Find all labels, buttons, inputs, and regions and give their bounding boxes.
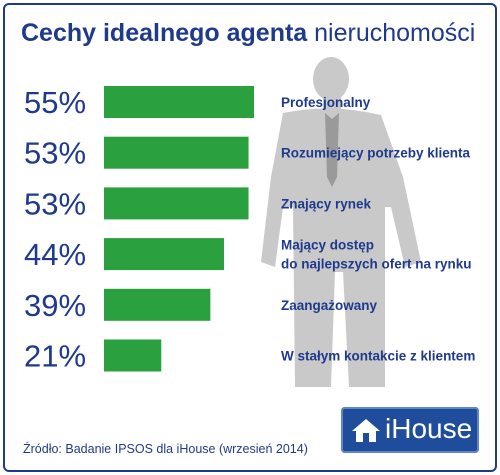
bar-chart: 55% Profesjonalny 53% Rozumiejący potrzeby …	[24, 85, 475, 374]
chart-title: Cechy idealnego agenta nieruchomości	[21, 19, 475, 48]
logo-text: iHouse	[385, 413, 473, 444]
category-label: Zaangażowany	[281, 298, 378, 313]
bar	[104, 288, 211, 321]
businessman-silhouette-icon	[261, 57, 421, 388]
value-label: 53%	[24, 186, 86, 221]
category-label: Profesjonalny	[281, 95, 371, 110]
value-label: 21%	[24, 339, 86, 374]
house-icon	[352, 419, 380, 442]
ihouse-logo: iHouse	[341, 407, 479, 453]
infographic-frame: Cechy idealnego agenta nieruchomości 55%…	[3, 3, 497, 472]
category-label: W stałym kontakcie z klientem	[281, 349, 475, 364]
bar	[104, 86, 254, 118]
value-label: 44%	[24, 237, 86, 272]
bar	[104, 187, 249, 220]
source-note: Źródło: Badanie IPSOS dla iHouse (wrzesi…	[23, 442, 308, 456]
bar	[104, 136, 249, 169]
bar	[104, 238, 224, 271]
category-label: Znający rynek	[281, 196, 372, 211]
value-label: 53%	[24, 136, 86, 171]
value-label: 39%	[24, 288, 86, 323]
title-bold: Cechy idealnego agenta	[21, 19, 308, 47]
title-normal: nieruchomości	[314, 19, 476, 47]
category-label: Rozumiejący potrzeby klienta	[281, 146, 471, 161]
bar	[104, 339, 162, 372]
value-label: 55%	[24, 85, 86, 120]
category-label: Mający dostęp do najlepszych ofert na ryn…	[281, 238, 472, 272]
